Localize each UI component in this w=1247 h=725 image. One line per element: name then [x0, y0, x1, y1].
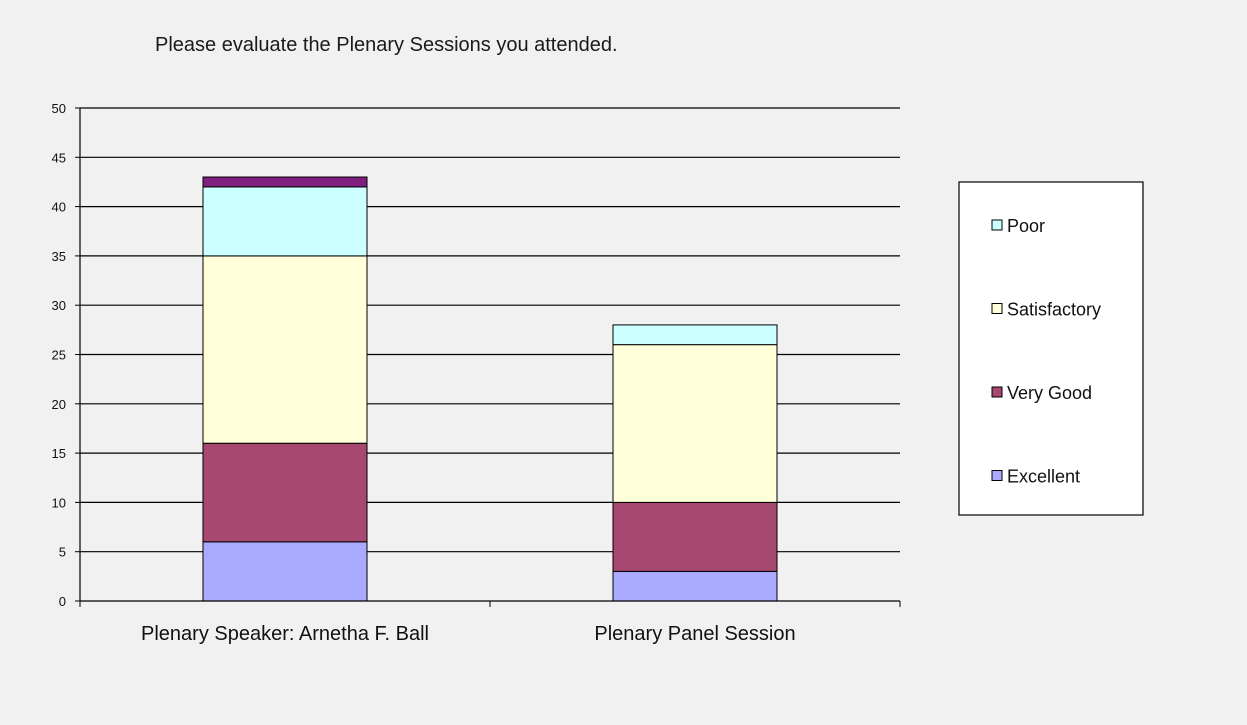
legend-label: Very Good — [1007, 383, 1092, 403]
y-tick-label: 45 — [52, 150, 66, 165]
y-tick-label: 40 — [52, 200, 66, 215]
legend-box — [958, 181, 1144, 516]
y-tick-label: 50 — [52, 101, 66, 116]
bars — [202, 176, 778, 602]
bar-segment — [202, 255, 368, 444]
x-category-label: Plenary Speaker: Arnetha F. Ball — [141, 623, 429, 645]
bar-segment — [612, 324, 778, 346]
bar-segment — [202, 176, 368, 188]
bar-segment — [202, 186, 368, 257]
x-category-label: Plenary Panel Session — [594, 623, 795, 645]
bar-segment — [612, 501, 778, 572]
y-tick-label: 35 — [52, 249, 66, 264]
legend-swatch — [991, 219, 1003, 231]
x-axis: Plenary Speaker: Arnetha F. Ball Plenary … — [79, 600, 901, 645]
legend-label: Satisfactory — [1007, 300, 1101, 320]
y-tick-label: 20 — [52, 397, 66, 412]
y-tick-label: 30 — [52, 298, 66, 313]
legend-swatch — [991, 386, 1003, 398]
y-tick-label: 10 — [52, 495, 66, 510]
y-tick-label: 5 — [59, 545, 66, 560]
bar-segment — [612, 344, 778, 503]
y-tick-label: 0 — [59, 594, 66, 609]
legend-swatch — [991, 303, 1003, 314]
bar-segment — [202, 541, 368, 602]
bar-segment — [612, 570, 778, 602]
y-axis: 0 5 10 15 20 25 30 35 40 45 50 — [52, 101, 81, 609]
legend-swatch — [991, 470, 1003, 481]
y-tick-label: 25 — [52, 348, 66, 363]
y-tick-label: 15 — [52, 446, 66, 461]
bar-segment — [202, 442, 368, 543]
chart-title: Please evaluate the Plenary Sessions you… — [155, 34, 618, 56]
legend-label: Poor — [1007, 216, 1045, 236]
legend-label: Excellent — [1007, 467, 1080, 487]
legend: Poor Satisfactory Very Good Excellent — [958, 181, 1144, 516]
